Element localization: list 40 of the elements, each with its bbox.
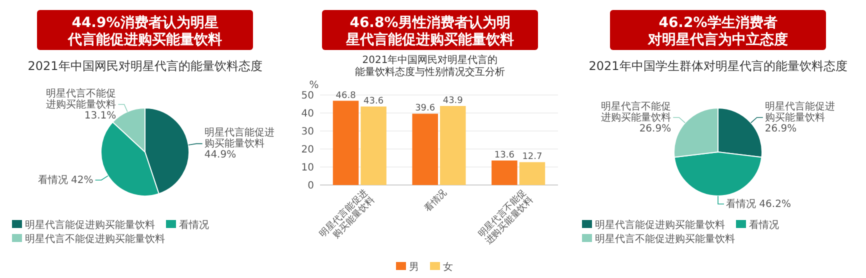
x-tick-label: 明星代言能促进购买能量饮料 (317, 187, 377, 240)
data-label: 看情况 42% (38, 174, 94, 186)
y-tick-label: 40 (301, 108, 314, 120)
data-label: 46.8 (336, 90, 356, 101)
data-label: 明星代言能促进购买能量饮料 44.9% (204, 126, 274, 161)
data-label: 43.9 (442, 96, 464, 106)
y-tick-label: 0 (308, 180, 314, 192)
chart-subtitle: 2021年中国学生群体对明星代言的能量饮料态度 (588, 59, 848, 73)
y-axis-title: % (309, 80, 319, 91)
bar (519, 162, 546, 185)
legend-label: 男 (409, 262, 419, 273)
chart-title: 44.9%消费者认为明星代言能促进购买能量饮料 (67, 15, 222, 48)
y-tick-label: 30 (301, 126, 314, 138)
chart-title: 46.2%学生消费者对明星代言为中立态度 (647, 15, 788, 48)
x-tick-label: 看情况 (422, 187, 450, 214)
legend-label: 明星代言能促进购买能量饮料 (25, 219, 155, 231)
data-label: 43.6 (364, 96, 384, 107)
chart-subtitle: 2021年中国网民对明星代言的能量饮料态度与性别情况交互分析 (355, 54, 505, 78)
data-label: 看情况 46.2% (726, 198, 791, 210)
chart-subtitle: 2021年中国网民对明星代言的能量饮料态度 (28, 59, 262, 73)
legend-label: 女 (443, 261, 453, 273)
data-label: 明星代言不能促进购买能量饮料 26.9% (601, 100, 672, 134)
bar (360, 106, 386, 185)
legend-label: 看情况 (749, 219, 779, 231)
y-tick-label: 50 (301, 90, 314, 102)
data-label: 明星代言不能促进购买能量饮料 13.1% (46, 87, 116, 122)
legend-label: 明星代言能促进购买能量饮料 (595, 219, 725, 231)
legend-label: 看情况 (179, 219, 209, 231)
chart-title: 46.8%男性消费者认为明星代言能促进购买能量饮料 (345, 15, 514, 48)
bar (332, 100, 359, 185)
bar (492, 160, 518, 185)
x-tick-label: 明星代言不能促进购买能量饮料 (476, 187, 536, 247)
bar (412, 114, 438, 185)
data-label: 明星代言能促进购买能量饮料 26.9% (764, 100, 835, 134)
data-label: 12.7 (522, 152, 542, 162)
y-tick-label: 20 (301, 144, 314, 156)
data-label: 13.6 (494, 150, 515, 161)
bar (440, 106, 466, 185)
y-tick-label: 10 (301, 162, 314, 174)
data-label: 39.6 (415, 104, 436, 114)
